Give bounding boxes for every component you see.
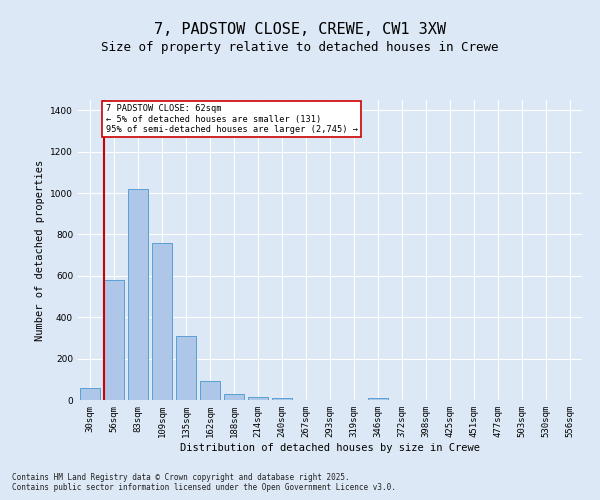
Bar — [80, 388, 100, 400]
Text: Size of property relative to detached houses in Crewe: Size of property relative to detached ho… — [101, 41, 499, 54]
X-axis label: Distribution of detached houses by size in Crewe: Distribution of detached houses by size … — [180, 442, 480, 452]
Text: 7, PADSTOW CLOSE, CREWE, CW1 3XW: 7, PADSTOW CLOSE, CREWE, CW1 3XW — [154, 22, 446, 38]
Bar — [200, 382, 220, 400]
Bar — [248, 397, 268, 400]
Bar — [128, 189, 148, 400]
Bar — [224, 394, 244, 400]
Bar — [368, 398, 388, 400]
Bar — [152, 243, 172, 400]
Bar — [176, 336, 196, 400]
Bar — [104, 280, 124, 400]
Text: Contains HM Land Registry data © Crown copyright and database right 2025.
Contai: Contains HM Land Registry data © Crown c… — [12, 472, 396, 492]
Y-axis label: Number of detached properties: Number of detached properties — [35, 160, 44, 340]
Text: 7 PADSTOW CLOSE: 62sqm
← 5% of detached houses are smaller (131)
95% of semi-det: 7 PADSTOW CLOSE: 62sqm ← 5% of detached … — [106, 104, 358, 134]
Bar — [272, 398, 292, 400]
